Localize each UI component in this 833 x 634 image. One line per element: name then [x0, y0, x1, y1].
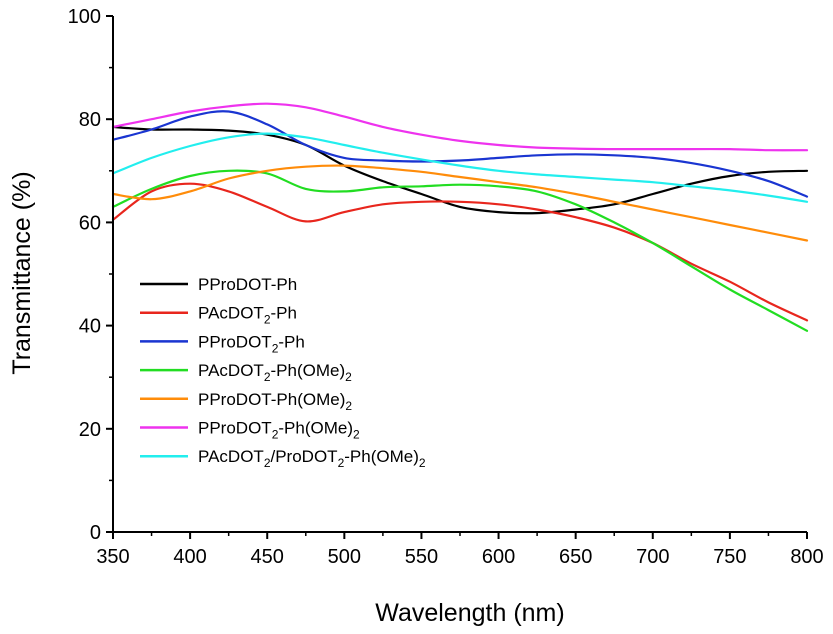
x-tick-label: 800: [790, 546, 823, 568]
legend-label-7: PAcDOT2/ProDOT2-Ph(OMe)2: [198, 447, 426, 470]
series-line-5: [111, 164, 809, 242]
legend-label-6: PProDOT2-Ph(OMe)2: [198, 419, 360, 442]
y-axis-title: Transmittance (%): [8, 171, 36, 374]
series-line-6: [111, 102, 809, 152]
x-tick-label: 700: [636, 546, 669, 568]
y-tick-label: 20: [79, 419, 101, 441]
series-line-4: [111, 169, 809, 332]
series-layer: [111, 102, 809, 332]
y-tick-label: 100: [68, 6, 101, 28]
x-tick-label: 400: [173, 546, 206, 568]
series-line-1: [111, 125, 809, 215]
legend: PProDOT-Ph PAcDOT2-Ph PProDOT2-Ph PAcDOT2-P…: [140, 275, 426, 470]
x-tick-label: 600: [482, 546, 515, 568]
y-tick-label: 0: [90, 522, 101, 544]
legend-label-4: PAcDOT2-Ph(OMe)2: [198, 361, 352, 384]
series-line-7: [111, 132, 809, 203]
x-tick-label: 500: [328, 546, 361, 568]
x-axis-title: Wavelength (nm): [375, 599, 564, 627]
x-tick-label: 750: [713, 546, 746, 568]
legend-label-3: PProDOT2-Ph: [198, 332, 305, 355]
legend-label-1: PProDOT-Ph: [198, 275, 297, 294]
y-tick-label: 80: [79, 109, 101, 131]
x-tick-label: 650: [559, 546, 592, 568]
legend-label-5: PProDOT-Ph(OMe)2: [198, 390, 352, 413]
x-tick-label: 450: [251, 546, 284, 568]
y-tick-label: 40: [79, 316, 101, 338]
legend-label-2: PAcDOT2-Ph: [198, 304, 297, 327]
series-line-3: [111, 110, 809, 198]
ticks-layer: 350 400 450 500 550 600 650 700 750 800 0 20 40 60 80 1…: [68, 6, 824, 568]
y-tick-label: 60: [79, 212, 101, 234]
x-tick-label: 350: [96, 546, 129, 568]
series-line-2: [111, 182, 809, 322]
x-tick-label: 550: [405, 546, 438, 568]
